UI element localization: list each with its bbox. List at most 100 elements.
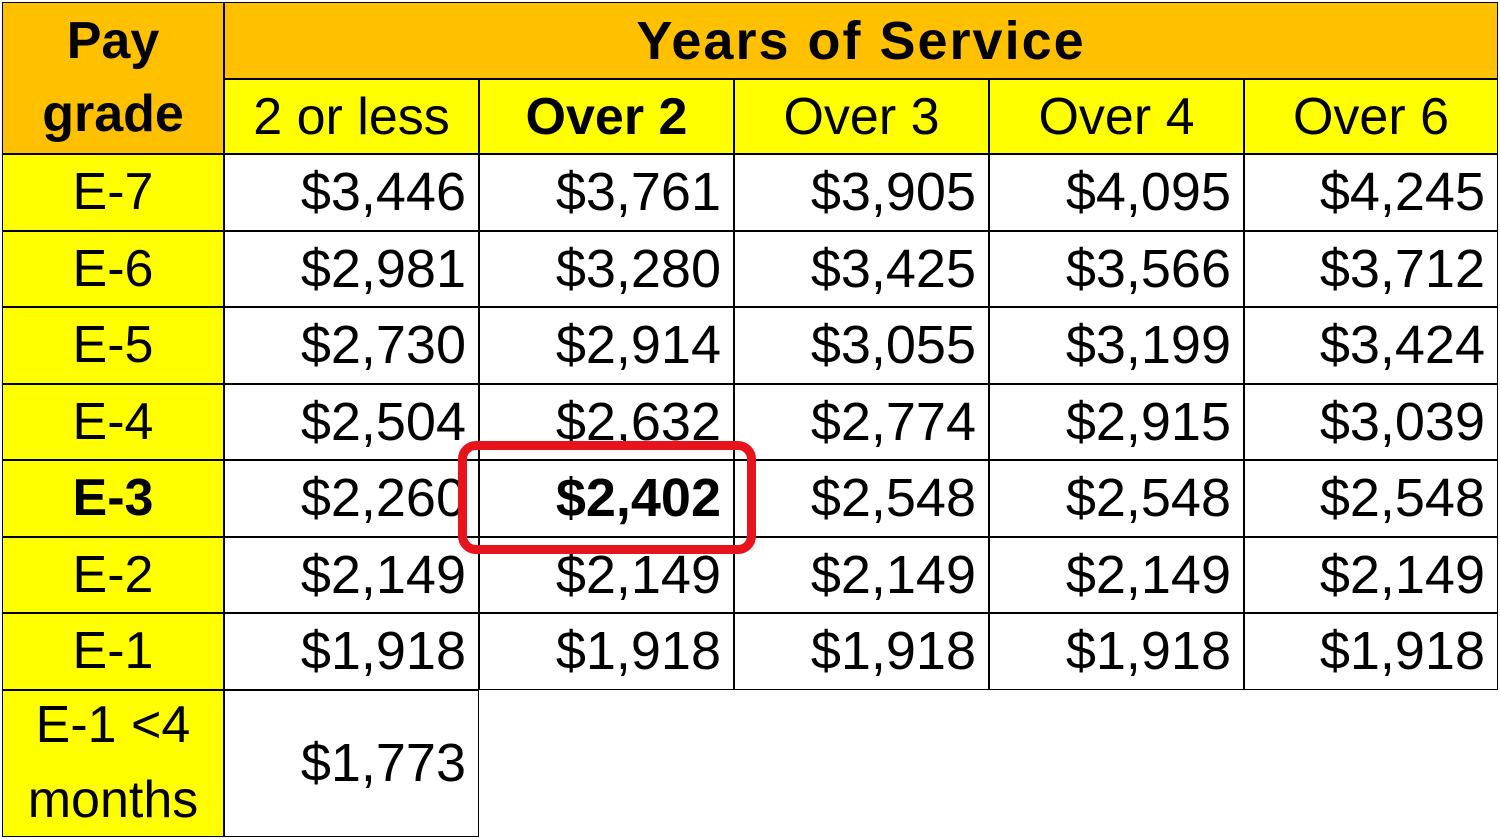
pay-value-cell: $2,548 bbox=[1244, 460, 1498, 537]
pay-value: $2,915 bbox=[1065, 391, 1231, 452]
years-of-service-header: Years of Service bbox=[224, 2, 1498, 79]
pay-value-cell: $2,914 bbox=[479, 307, 734, 384]
pay-grade-cell: E-1 bbox=[2, 613, 224, 690]
pay-value: $1,918 bbox=[300, 621, 466, 682]
pay-value-cell: $3,425 bbox=[734, 230, 989, 307]
pay-value: $3,761 bbox=[555, 162, 721, 223]
column-header: Over 6 bbox=[1244, 79, 1498, 154]
pay-grade-cell: E-1 <4 months bbox=[2, 689, 224, 837]
pay-value: $3,280 bbox=[555, 238, 721, 299]
pay-grade-cell: E-3 bbox=[2, 460, 224, 537]
pay-value-cell: $3,446 bbox=[224, 154, 479, 231]
column-header: 2 or less bbox=[224, 79, 479, 154]
pay-grade-cell: E-7 bbox=[2, 154, 224, 231]
pay-value: $2,260 bbox=[300, 468, 466, 529]
pay-value: $1,918 bbox=[1319, 621, 1485, 682]
column-header-label: 2 or less bbox=[253, 87, 450, 146]
pay-grade-cell: E-6 bbox=[2, 230, 224, 307]
pay-value: $1,918 bbox=[555, 621, 721, 682]
pay-value-cell: $3,280 bbox=[479, 230, 734, 307]
pay-value: $2,548 bbox=[1065, 468, 1231, 529]
pay-value-cell: $2,149 bbox=[479, 536, 734, 613]
pay-value: $1,773 bbox=[300, 733, 466, 794]
pay-value: $3,446 bbox=[300, 162, 466, 223]
pay-value: $3,425 bbox=[810, 238, 976, 299]
pay-value-cell: $2,260 bbox=[224, 460, 479, 537]
pay-value-cell: $4,245 bbox=[1244, 154, 1498, 231]
pay-value: $2,548 bbox=[810, 468, 976, 529]
pay-value-cell: $2,149 bbox=[1244, 536, 1498, 613]
pay-grade-cell: E-4 bbox=[2, 383, 224, 460]
column-header: Over 4 bbox=[989, 79, 1244, 154]
pay-value: $2,149 bbox=[1319, 544, 1485, 605]
pay-value: $3,566 bbox=[1065, 238, 1231, 299]
column-header-label: Over 4 bbox=[1038, 87, 1195, 146]
pay-value: $2,149 bbox=[1065, 544, 1231, 605]
pay-grade-label: E-2 bbox=[72, 545, 154, 604]
pay-value-cell: $2,774 bbox=[734, 383, 989, 460]
pay-value: $2,149 bbox=[810, 544, 976, 605]
pay-value-cell: $4,095 bbox=[989, 154, 1244, 231]
pay-grade-cell: E-2 bbox=[2, 536, 224, 613]
pay-value: $2,402 bbox=[555, 468, 721, 529]
pay-value: $3,199 bbox=[1065, 315, 1231, 376]
pay-value-cell: $2,149 bbox=[734, 536, 989, 613]
pay-value-cell: $1,918 bbox=[479, 613, 734, 690]
pay-grade-label: E-3 bbox=[72, 469, 154, 528]
pay-value: $3,055 bbox=[810, 315, 976, 376]
pay-value: $3,039 bbox=[1319, 391, 1485, 452]
pay-value: $2,149 bbox=[300, 544, 466, 605]
pay-value: $2,548 bbox=[1319, 468, 1485, 529]
column-header-label: Over 6 bbox=[1292, 87, 1450, 146]
column-header: Over 3 bbox=[734, 79, 989, 154]
pay-value-cell: $2,915 bbox=[989, 383, 1244, 460]
pay-value-cell: $2,548 bbox=[989, 460, 1244, 537]
pay-value: $3,905 bbox=[810, 162, 976, 223]
pay-value-cell: $3,039 bbox=[1244, 383, 1498, 460]
column-header: Over 2 bbox=[479, 79, 734, 154]
pay-grade-label: E-6 bbox=[72, 239, 154, 298]
pay-grade-label: E-1 <4 bbox=[35, 695, 191, 754]
pay-value-cell: $1,773 bbox=[224, 689, 479, 837]
pay-value-cell: $2,632 bbox=[479, 383, 734, 460]
pay-value-cell: $1,918 bbox=[989, 613, 1244, 690]
pay-value: $4,245 bbox=[1319, 162, 1485, 223]
pay-value: $2,730 bbox=[300, 315, 466, 376]
pay-value-cell: $3,199 bbox=[989, 307, 1244, 384]
pay-value-cell: $3,905 bbox=[734, 154, 989, 231]
pay-value-cell: $3,761 bbox=[479, 154, 734, 231]
pay-value-cell: $2,504 bbox=[224, 383, 479, 460]
pay-value-cell: $3,566 bbox=[989, 230, 1244, 307]
pay-grade-header-line: Pay bbox=[66, 12, 160, 71]
pay-grade-header: Pay grade bbox=[2, 2, 224, 154]
pay-value: $1,918 bbox=[810, 621, 976, 682]
pay-value: $4,095 bbox=[1065, 162, 1231, 223]
pay-value: $2,981 bbox=[300, 238, 466, 299]
pay-value-cell: $3,055 bbox=[734, 307, 989, 384]
years-of-service-label: Years of Service bbox=[636, 10, 1086, 71]
pay-grade-label: E-7 bbox=[72, 163, 154, 222]
pay-value-cell: $1,918 bbox=[734, 613, 989, 690]
pay-grade-label: E-4 bbox=[72, 392, 154, 451]
pay-grade-header-line: grade bbox=[42, 85, 184, 143]
column-header-label: Over 3 bbox=[783, 87, 940, 146]
pay-value: $1,918 bbox=[1065, 621, 1231, 682]
pay-value-cell: $3,712 bbox=[1244, 230, 1498, 307]
pay-value: $2,914 bbox=[555, 315, 721, 376]
pay-value-cell: $2,149 bbox=[224, 536, 479, 613]
pay-value-cell: $2,548 bbox=[734, 460, 989, 537]
pay-value: $2,632 bbox=[555, 391, 721, 452]
pay-value-cell: $2,149 bbox=[989, 536, 1244, 613]
pay-value-cell: $2,730 bbox=[224, 307, 479, 384]
pay-grade-label: E-5 bbox=[72, 316, 154, 375]
pay-value-cell: $3,424 bbox=[1244, 307, 1498, 384]
pay-value-cell: $1,918 bbox=[1244, 613, 1498, 690]
pay-value: $3,712 bbox=[1319, 238, 1485, 299]
column-header-label: Over 2 bbox=[525, 87, 688, 146]
pay-grade-label: months bbox=[27, 771, 199, 830]
pay-value-cell: $2,981 bbox=[224, 230, 479, 307]
pay-grade-cell: E-5 bbox=[2, 307, 224, 384]
pay-value-cell: $1,918 bbox=[224, 613, 479, 690]
pay-value: $2,149 bbox=[555, 544, 721, 605]
